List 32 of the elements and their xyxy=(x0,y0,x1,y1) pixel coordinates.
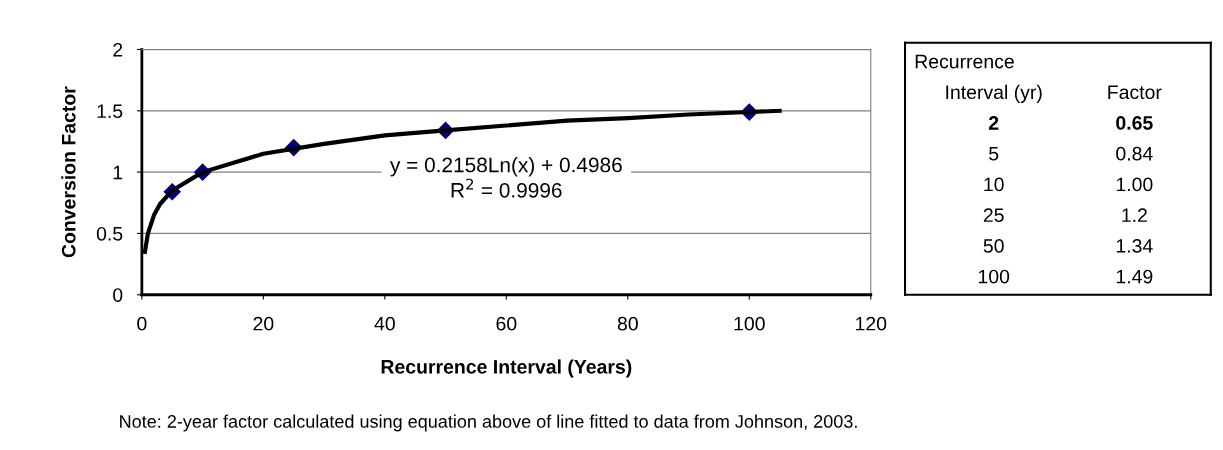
y-tick-label: 1.5 xyxy=(97,104,123,119)
category-label: 50 xyxy=(983,239,1004,253)
x-tick-label: 100 xyxy=(734,316,765,331)
text: 1.00 xyxy=(1116,177,1153,192)
text: 0.65 xyxy=(1116,116,1153,130)
x-tick-label: 80 xyxy=(617,316,638,331)
category-label: 25 xyxy=(983,208,1004,223)
x-axis-title: Recurrence Interval (Years) xyxy=(381,359,632,378)
y-tick-label: 1 xyxy=(113,165,123,180)
y-tick-label: 2 xyxy=(113,42,123,57)
text: 1.34 xyxy=(1116,239,1153,253)
text: 1.2 xyxy=(1122,208,1147,222)
text: Interval (yr) xyxy=(946,84,1042,103)
text: Note: 2-year factor calculated using equation above of line fitted to data from Johnson, 2003. xyxy=(120,414,857,432)
y-tick-label: 0 xyxy=(113,288,123,302)
x-tick-label: 20 xyxy=(253,316,274,331)
category-label: 5 xyxy=(989,147,999,161)
category-label: 100 xyxy=(978,269,1010,284)
annotation: R$^{2}$ = 0.9996 xyxy=(451,178,562,198)
x-tick-label: 40 xyxy=(374,316,395,331)
text: Recurrence xyxy=(915,54,1014,69)
category-label: 10 xyxy=(984,177,1004,192)
y-axis-title: Conversion Factor xyxy=(61,86,76,258)
text: Factor xyxy=(1108,85,1162,100)
x-tick-label: 0 xyxy=(137,316,147,331)
text: 1.49 xyxy=(1116,269,1153,284)
category-label: 2 xyxy=(988,116,999,130)
annotation: y = 0.2158Ln(x) + 0.4986 xyxy=(389,157,622,177)
text: 0.84 xyxy=(1116,146,1153,161)
x-tick-label: 120 xyxy=(856,316,887,331)
x-tick-label: 60 xyxy=(496,316,517,331)
y-tick-label: 0.5 xyxy=(96,226,123,241)
